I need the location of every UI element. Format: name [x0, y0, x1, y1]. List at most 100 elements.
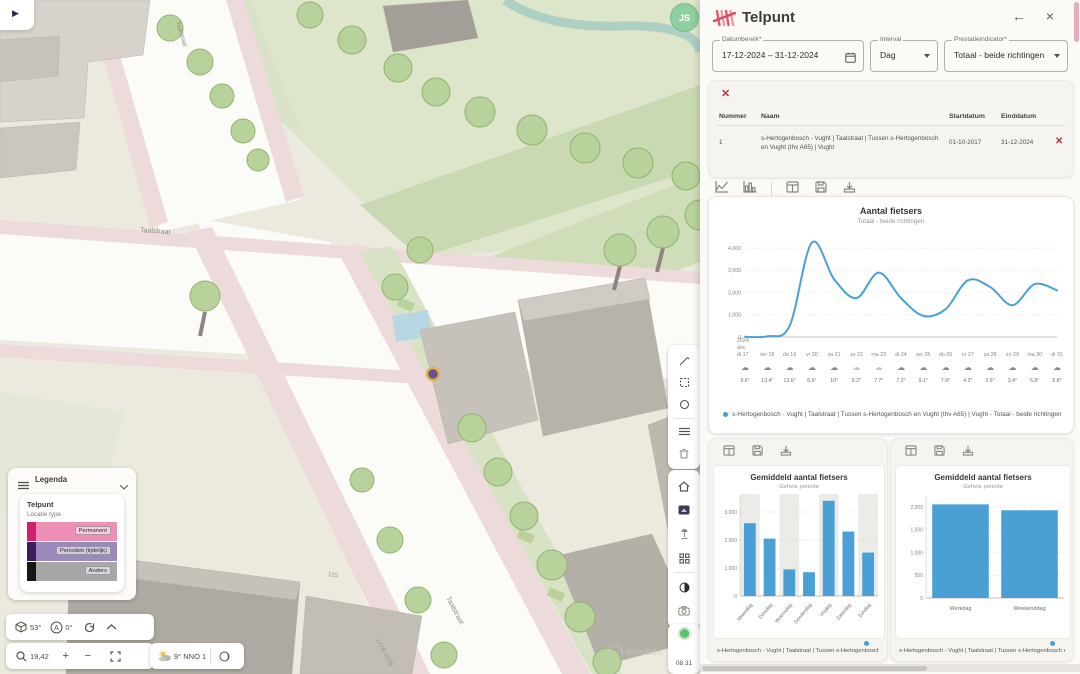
cell-einddatum: 31-12-2024 [1001, 139, 1034, 146]
svg-text:10°: 10° [830, 378, 838, 384]
page-title: Telpunt [742, 9, 796, 26]
sun-cloud-icon [156, 647, 174, 665]
telpunt-marker[interactable] [425, 366, 441, 382]
svg-text:Werkdag: Werkdag [950, 606, 972, 612]
svg-text:☁: ☁ [875, 363, 883, 372]
svg-text:zo 22: zo 22 [850, 352, 863, 358]
svg-text:7.9°: 7.9° [941, 378, 950, 384]
svg-text:wo 18: wo 18 [760, 352, 774, 358]
svg-text:3,000: 3,000 [724, 510, 737, 516]
map-zoom-controls: 19,42 + − [6, 643, 154, 669]
collapse-controls-icon[interactable] [103, 618, 121, 636]
svg-text:za 21: za 21 [828, 352, 841, 358]
chevron-down-icon[interactable] [119, 477, 129, 495]
panel-header: Telpunt ← × [700, 0, 1080, 36]
map-tools-toolbar [668, 470, 700, 628]
export-icon[interactable] [956, 443, 980, 461]
pencil-icon[interactable] [671, 349, 697, 371]
calendar-icon[interactable] [845, 50, 856, 68]
clock-readout: 08 31 [675, 660, 693, 667]
user-avatar[interactable]: JS [670, 3, 699, 32]
day-night-icon[interactable] [215, 647, 233, 665]
svg-text:4.3°: 4.3° [963, 378, 972, 384]
close-panel-button[interactable]: × [1045, 8, 1054, 24]
sidebar-expand-button[interactable]: ▶ [0, 0, 34, 30]
back-button[interactable]: ← [1012, 8, 1026, 24]
table-view-icon[interactable] [717, 443, 741, 461]
horizontal-scrollbar-track[interactable] [700, 664, 1080, 672]
chart-toolbar-small [899, 443, 980, 461]
series-legend: s-Hertogenbosch - Vught | Taalstraat | T… [717, 648, 879, 654]
trash-icon[interactable] [671, 443, 697, 465]
telpunt-logo-icon [712, 8, 737, 33]
svg-text:☁: ☁ [1031, 363, 1039, 372]
indicator-select[interactable]: Prestatieindicator* Totaal - beide richt… [944, 36, 1068, 72]
svg-text:3,000: 3,000 [728, 268, 741, 274]
tilt-3d-icon[interactable] [12, 618, 30, 636]
date-range-field[interactable]: Datumbereik* 17-12-2024 – 31-12-2024 [712, 36, 864, 72]
line-chart-plot[interactable]: 0 1,000 2,000 3,000 4,000 2024 dec di 17 ☁ 9.6° wo… [719, 229, 1063, 402]
legend-item-periodiek: Periodiek (tijdelijk) [27, 542, 117, 561]
export-icon[interactable] [774, 443, 798, 461]
compass-north-icon[interactable]: A [47, 618, 65, 636]
save-icon[interactable] [927, 443, 951, 461]
svg-text:do 19: do 19 [783, 352, 796, 358]
zoom-in-button[interactable]: + [62, 650, 69, 662]
line-chart-icon[interactable] [710, 180, 734, 198]
road-label: Taalstraat [140, 227, 171, 236]
svg-text:☁: ☁ [830, 363, 838, 372]
interval-select[interactable]: Interval Dag [870, 36, 938, 72]
vertical-scrollbar-thumb[interactable] [1074, 2, 1079, 42]
search-zoom-icon[interactable] [12, 647, 30, 665]
svg-text:1,500: 1,500 [910, 528, 923, 534]
contrast-icon[interactable] [671, 575, 697, 599]
camera-icon[interactable] [671, 599, 697, 623]
chart-toolbar [710, 180, 861, 198]
apps-grid-icon[interactable] [671, 546, 697, 570]
chevron-down-icon [1054, 54, 1060, 58]
chart-area: Gemiddeld aantal fietsers Gehele periode… [713, 465, 885, 639]
remove-row-button[interactable]: ✕ [1055, 136, 1064, 147]
layers-list-icon[interactable] [671, 421, 697, 443]
clear-selection-button[interactable]: ✕ [721, 88, 731, 100]
select-area-icon[interactable] [671, 371, 697, 393]
svg-text:☁: ☁ [852, 363, 860, 372]
svg-text:9.1°: 9.1° [919, 378, 928, 384]
legend-group-title: Telpunt [27, 500, 54, 509]
fullscreen-icon[interactable] [107, 647, 125, 665]
table-view-icon[interactable] [899, 443, 923, 461]
column-header-naam: Naam [761, 113, 780, 120]
reset-rotation-icon[interactable] [81, 618, 99, 636]
bar-chart-icon[interactable] [738, 180, 762, 198]
legend-swatch-edge [27, 522, 36, 541]
svg-text:2,000: 2,000 [724, 538, 737, 544]
chart-subtitle: Totaal - beide richtingen [857, 218, 925, 225]
workday-bar-plot[interactable]: 0 500 1,000 1,500 2,000 Werkdag Weekenddag [898, 492, 1068, 627]
export-icon[interactable] [837, 180, 861, 198]
zoom-out-button[interactable]: − [84, 650, 91, 662]
series-dot [864, 641, 869, 646]
circle-select-icon[interactable] [671, 393, 697, 415]
save-icon[interactable] [745, 443, 769, 461]
weekday-bar-plot[interactable]: 0 1,000 2,000 3,000 Maandag Dinsdag Woensdag Do… [716, 492, 882, 649]
svg-text:di 31: di 31 [1051, 352, 1063, 358]
interval-label: Interval [878, 36, 904, 43]
basemap-style-icon[interactable] [671, 498, 697, 522]
building-number-label: 125 [328, 572, 339, 579]
legend-swatch-edge [27, 562, 36, 581]
map-legend-card: Legenda Telpunt Locatie type Permanent P… [8, 468, 136, 600]
legend-item-label: Permanent [74, 526, 111, 535]
horizontal-scrollbar-thumb[interactable] [702, 665, 927, 671]
table-view-icon[interactable] [780, 180, 804, 198]
chart-title: Aantal fietsers [859, 206, 923, 216]
street-furniture-icon[interactable] [671, 522, 697, 546]
home-icon[interactable] [671, 474, 697, 498]
svg-text:ma 23: ma 23 [871, 352, 886, 358]
save-icon[interactable] [809, 180, 833, 198]
svg-text:Maandag: Maandag [736, 602, 754, 622]
svg-text:7.2°: 7.2° [896, 378, 905, 384]
series-dot [1050, 641, 1055, 646]
svg-text:0: 0 [734, 594, 737, 600]
map-canvas[interactable]: Taalstraat Taalstraat Taalstraat 127A-12… [0, 0, 716, 674]
svg-text:Dinsdag: Dinsdag [758, 602, 775, 620]
